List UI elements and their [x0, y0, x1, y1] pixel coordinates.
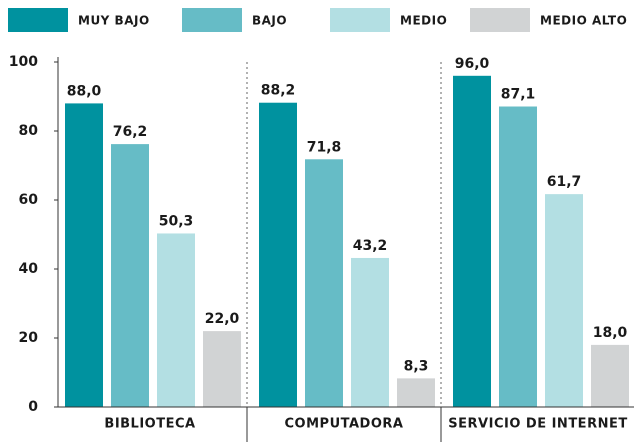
legend-swatch: [330, 8, 390, 32]
legend-label: BAJO: [252, 14, 287, 28]
value-label: 88,2: [261, 83, 296, 99]
bar: [545, 194, 583, 407]
bar: [111, 144, 149, 408]
bar: [397, 378, 435, 407]
bar: [351, 257, 389, 407]
value-label: 18,0: [593, 325, 628, 341]
y-tick-label: 100: [9, 54, 38, 70]
bar: [499, 106, 537, 407]
legend-label: MEDIO ALTO: [540, 14, 627, 28]
bar: [591, 344, 629, 407]
bar: [259, 102, 297, 408]
value-label: 8,3: [404, 358, 429, 374]
legend-swatch: [8, 8, 68, 32]
bar: [305, 159, 343, 407]
x-tick-label: COMPUTADORA: [285, 417, 404, 432]
bar: [203, 331, 241, 407]
value-label: 61,7: [547, 174, 582, 190]
value-label: 88,0: [67, 83, 102, 99]
y-tick-label: 0: [28, 399, 38, 415]
value-label: 43,2: [353, 238, 388, 254]
value-label: 22,0: [205, 311, 240, 327]
value-label: 50,3: [159, 213, 194, 229]
y-tick-label: 60: [19, 192, 39, 208]
value-label: 96,0: [455, 56, 490, 72]
value-label: 87,1: [501, 87, 536, 103]
value-label: 71,8: [307, 139, 342, 155]
legend-label: MEDIO: [400, 14, 447, 28]
y-tick-label: 40: [19, 261, 39, 277]
bar: [65, 103, 103, 408]
legend-swatch: [182, 8, 242, 32]
y-tick-label: 80: [19, 123, 39, 139]
legend-label: MUY BAJO: [78, 14, 150, 28]
x-tick-label: BIBLIOTECA: [104, 417, 195, 432]
bar: [453, 75, 491, 408]
y-tick-label: 20: [19, 330, 39, 346]
bar: [157, 233, 195, 407]
legend-swatch: [470, 8, 530, 32]
x-tick-label: SERVICIO DE INTERNET: [448, 417, 627, 432]
value-label: 76,2: [113, 124, 148, 140]
